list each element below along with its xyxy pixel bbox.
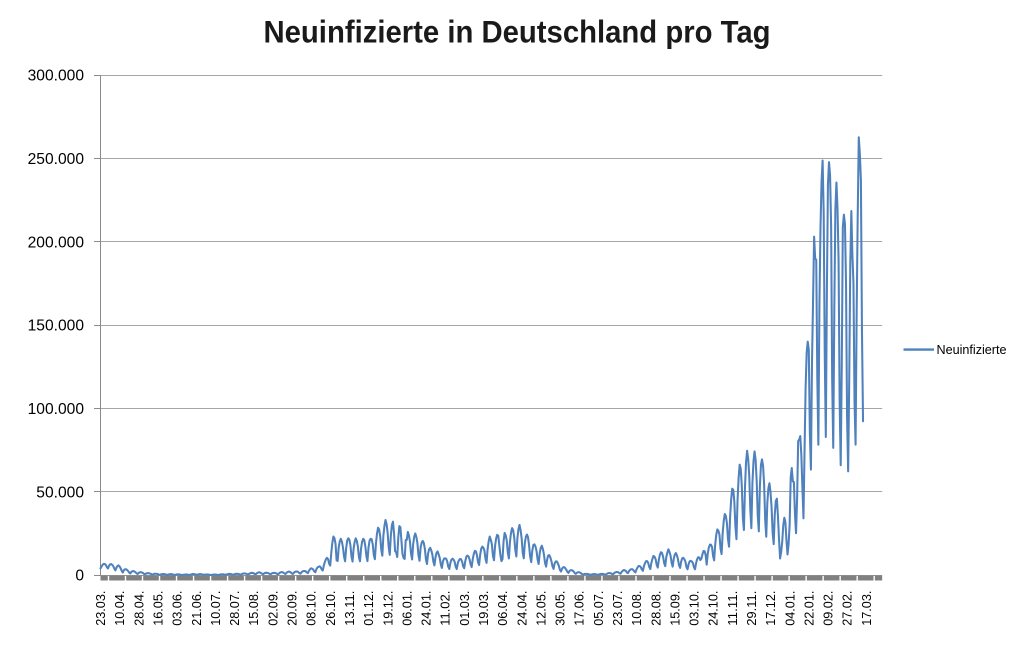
svg-text:01.03.: 01.03. [458, 591, 472, 626]
svg-text:10.08.: 10.08. [630, 591, 644, 626]
svg-text:06.04.: 06.04. [496, 591, 510, 626]
svg-text:22.01.: 22.01. [802, 591, 816, 626]
svg-text:17.06.: 17.06. [573, 591, 587, 626]
svg-text:09.02.: 09.02. [822, 591, 836, 626]
svg-text:06.01.: 06.01. [400, 591, 414, 626]
svg-text:04.01.: 04.01. [783, 591, 797, 626]
svg-text:27.02.: 27.02. [841, 591, 855, 626]
svg-text:28.07.: 28.07. [228, 591, 242, 626]
svg-text:12.05.: 12.05. [534, 591, 548, 626]
svg-text:30.05.: 30.05. [554, 591, 568, 626]
svg-text:28.04.: 28.04. [132, 591, 146, 626]
svg-text:50.000: 50.000 [36, 484, 84, 501]
svg-text:24.01.: 24.01. [420, 591, 434, 626]
svg-text:23.07.: 23.07. [611, 591, 625, 626]
svg-text:11.02.: 11.02. [439, 591, 453, 626]
svg-text:17.03.: 17.03. [860, 591, 874, 626]
svg-text:28.08.: 28.08. [649, 591, 663, 626]
svg-text:15.09.: 15.09. [668, 591, 682, 626]
svg-text:24.04.: 24.04. [515, 591, 529, 626]
svg-text:20.09.: 20.09. [286, 591, 300, 626]
svg-text:05.07.: 05.07. [592, 591, 606, 626]
svg-text:0: 0 [75, 568, 84, 585]
svg-text:03.10.: 03.10. [688, 591, 702, 626]
svg-text:15.08.: 15.08. [247, 591, 261, 626]
svg-text:24.10.: 24.10. [707, 591, 721, 626]
svg-text:10.07.: 10.07. [209, 591, 223, 626]
svg-text:23.03.: 23.03. [94, 591, 108, 626]
svg-text:13.11.: 13.11. [343, 591, 357, 626]
svg-text:11.11.: 11.11. [726, 591, 740, 626]
svg-text:200.000: 200.000 [28, 234, 85, 251]
svg-text:29.11.: 29.11. [745, 591, 759, 626]
svg-text:03.06.: 03.06. [171, 591, 185, 626]
svg-text:Neuinfizierte: Neuinfizierte [937, 343, 1007, 357]
svg-text:19.03.: 19.03. [477, 591, 491, 626]
svg-text:Neuinfizierte in Deutschland p: Neuinfizierte in Deutschland pro Tag [264, 14, 771, 49]
svg-text:02.09.: 02.09. [266, 591, 280, 626]
svg-text:10.04.: 10.04. [113, 591, 127, 626]
svg-text:250.000: 250.000 [28, 151, 85, 168]
svg-text:16.05.: 16.05. [152, 591, 166, 626]
svg-text:100.000: 100.000 [28, 401, 85, 418]
svg-text:26.10.: 26.10. [324, 591, 338, 626]
svg-text:300.000: 300.000 [28, 68, 85, 85]
svg-text:17.12.: 17.12. [764, 591, 778, 626]
svg-text:08.10.: 08.10. [305, 591, 319, 626]
svg-text:19.12.: 19.12. [381, 591, 395, 626]
svg-text:150.000: 150.000 [28, 318, 85, 335]
svg-text:01.12.: 01.12. [362, 591, 376, 626]
svg-text:21.06.: 21.06. [190, 591, 204, 626]
